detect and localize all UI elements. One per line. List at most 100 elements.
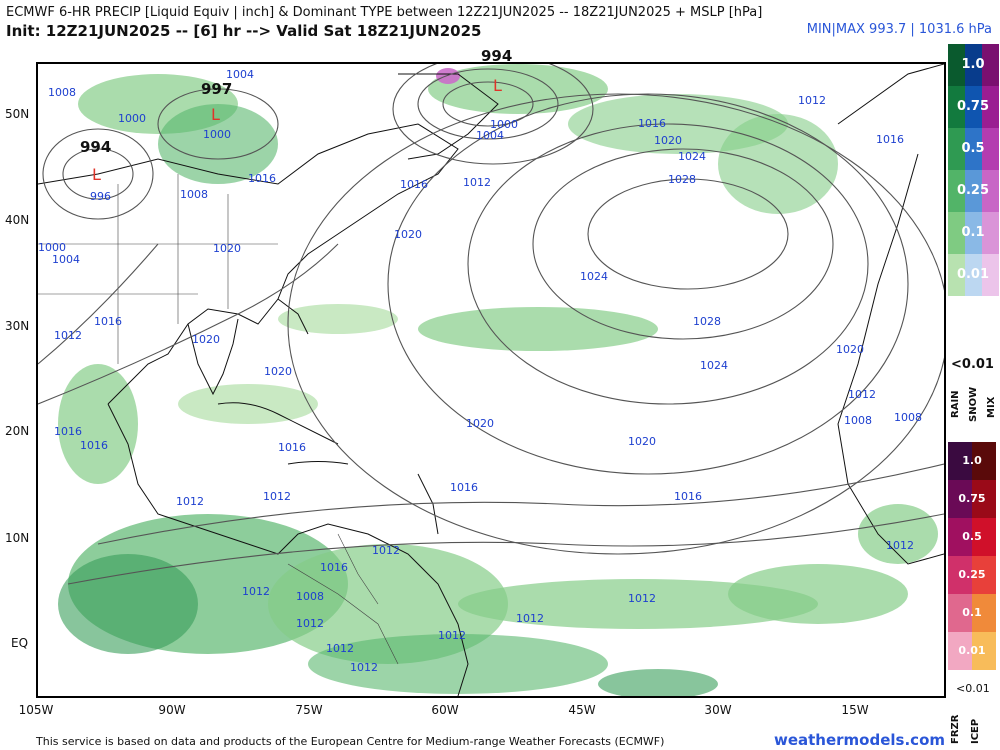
ecmwf-credit: This service is based on data and produc… [36, 735, 665, 748]
isobar-label: 1016 [400, 178, 428, 191]
isobar-label: 1008 [844, 414, 872, 427]
lat-label-40n: 40N [5, 213, 30, 227]
isobar-label: 1020 [836, 343, 864, 356]
isobar-label: 1020 [628, 435, 656, 448]
isobar-label: 1004 [226, 68, 254, 81]
legend-swatch [948, 556, 972, 594]
lat-label-eq: EQ [11, 636, 29, 650]
isobar-label: 1020 [394, 228, 422, 241]
lat-label-50n: 50N [5, 107, 30, 121]
coastlines [38, 64, 944, 696]
isobar-label: 1012 [263, 490, 291, 503]
lon-label-30w: 30W [704, 703, 732, 717]
legend-swatch [965, 212, 982, 254]
isobar-label: 1008 [48, 86, 76, 99]
legend-level-label: 0.1 [961, 225, 985, 240]
map-title: ECMWF 6-HR PRECIP [Liquid Equiv | inch] … [6, 5, 763, 20]
lon-label-60w: 60W [431, 703, 459, 717]
low-pressure-marker: L [211, 105, 220, 124]
lon-label-75w: 75W [295, 703, 323, 717]
isobar-label: 1008 [180, 188, 208, 201]
isobar-label: 1012 [886, 539, 914, 552]
isobar-label: 1012 [54, 329, 82, 342]
pressure-center-value: 994 [481, 47, 513, 65]
map-panel[interactable]: 1008 1004 1000 1000 1008 1016 1020 1000 … [36, 62, 946, 698]
isobar-label: 1020 [192, 333, 220, 346]
init-valid-line: Init: 12Z21JUN2025 -- [6] hr --> Valid S… [6, 22, 482, 40]
isobar-label: 1024 [678, 150, 706, 163]
isobar-label: 1024 [580, 270, 608, 283]
isobar-label: 1000 [490, 118, 518, 131]
legend-swatch [982, 86, 999, 128]
legend-swatch [972, 480, 996, 518]
lat-label-20n: 20N [5, 424, 30, 438]
legend-level-label: 0.01 [956, 267, 990, 282]
legend-level-label: 0.5 [961, 141, 985, 156]
isobar-label: 1012 [326, 642, 354, 655]
legend-type-snow: SNOW [968, 386, 979, 422]
isobar-label: 1016 [876, 133, 904, 146]
precip-shading [58, 64, 938, 696]
isobar-label: 1016 [674, 490, 702, 503]
isobar-labels: 1008 1004 1000 1000 1008 1016 1020 1000 … [38, 68, 922, 674]
legend-swatch [972, 632, 996, 670]
legend-below-min-bottom: <0.01 [956, 682, 990, 695]
isobar-label: 1008 [296, 590, 324, 603]
legend-swatch [948, 170, 965, 212]
legend-swatch [982, 44, 999, 86]
isobar-label: 1012 [798, 94, 826, 107]
legend-level-label: 0.75 [958, 492, 986, 505]
min-max-pressure: MIN|MAX 993.7 | 1031.6 hPa [806, 22, 992, 37]
legend-swatch [972, 594, 996, 632]
pressure-center-value: 994 [80, 138, 111, 156]
political-boundaries [38, 174, 399, 665]
legend-level-label: 1.0 [961, 57, 985, 72]
legend-swatch [982, 170, 999, 212]
isobar-label: 1016 [278, 441, 306, 454]
legend-swatch [948, 254, 965, 296]
isobar-label: 1004 [476, 129, 504, 142]
legend-swatch [982, 254, 999, 296]
legend-swatch [965, 128, 982, 170]
brand-link[interactable]: weathermodels.com [773, 731, 945, 749]
isobars [38, 64, 944, 585]
isobar-label: 1008 [894, 411, 922, 424]
legend-swatch [972, 442, 996, 480]
isobar-label: 1028 [693, 315, 721, 328]
map-canvas: 1008 1004 1000 1000 1008 1016 1020 1000 … [38, 64, 944, 696]
pressure-centers: 997 L 994 L 994 L [80, 76, 502, 184]
legend-swatch [948, 86, 965, 128]
low-pressure-marker: L [493, 76, 502, 95]
legend-swatch [965, 170, 982, 212]
isobar-label: 1012 [628, 592, 656, 605]
isobar-label: 1016 [80, 439, 108, 452]
legend-swatch [982, 128, 999, 170]
isobar-label: 1028 [668, 173, 696, 186]
lat-label-30n: 30N [5, 319, 30, 333]
isobar-label: 1012 [463, 176, 491, 189]
isobar-label: 1012 [176, 495, 204, 508]
isobar-label: 996 [90, 190, 111, 203]
legend-swatch [948, 594, 972, 632]
isobar-label: 1012 [848, 388, 876, 401]
legend-swatch [948, 128, 965, 170]
isobar-label: 1016 [94, 315, 122, 328]
isobar-label: 1012 [242, 585, 270, 598]
isobar-label: 1000 [38, 241, 66, 254]
legend-level-label: 0.25 [956, 183, 990, 198]
pressure-center-value: 997 [201, 80, 232, 98]
legend-swatch [948, 442, 972, 480]
isobar-label: 1020 [654, 134, 682, 147]
legend-swatch [972, 556, 996, 594]
legend-swatch [965, 44, 982, 86]
legend-type-rain: RAIN [950, 390, 961, 418]
isobar-label: 1016 [248, 172, 276, 185]
lon-label-15w: 15W [841, 703, 869, 717]
isobar-label: 1012 [438, 629, 466, 642]
legend-swatch [948, 632, 972, 670]
legend-swatch [972, 518, 996, 556]
lat-label-10n: 10N [5, 531, 30, 545]
lon-label-45w: 45W [568, 703, 596, 717]
isobar-label: 1020 [213, 242, 241, 255]
isobar-label: 1012 [296, 617, 324, 630]
